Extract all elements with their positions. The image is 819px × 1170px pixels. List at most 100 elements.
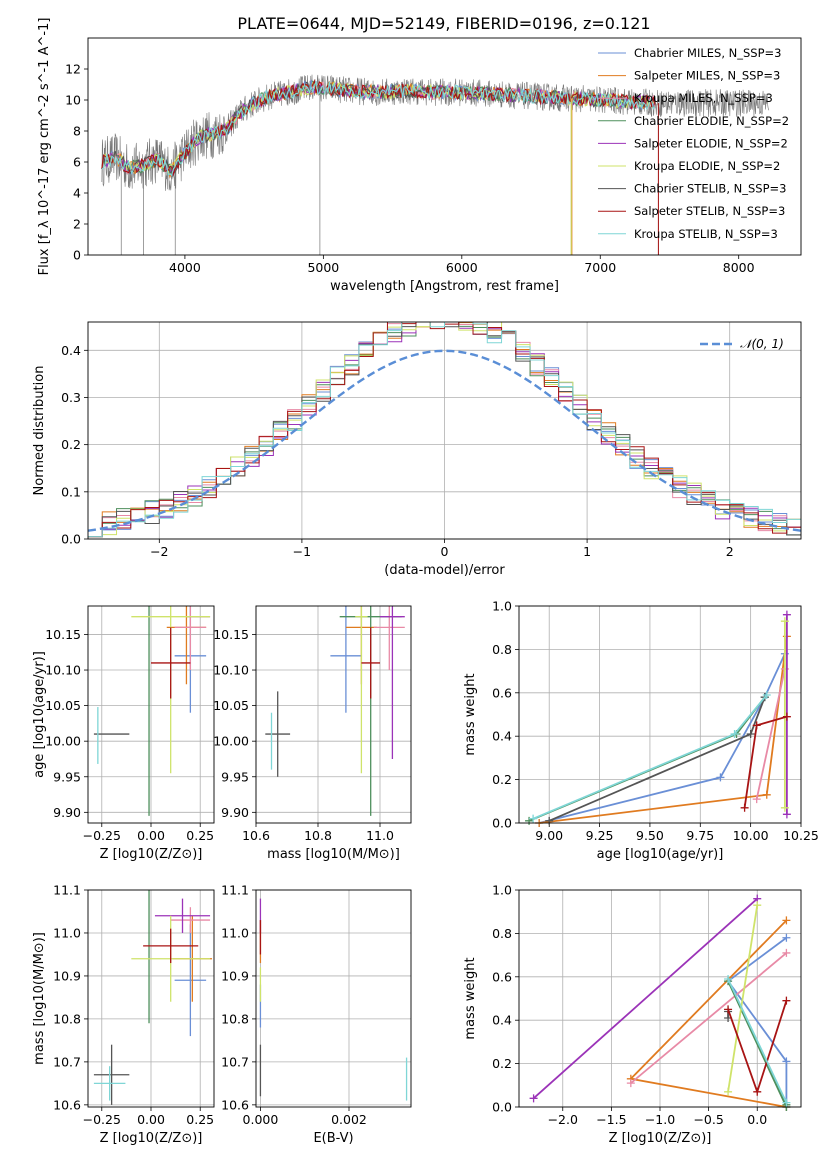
x-axis-label: Z [log10(Z/Z⊙)]	[609, 1131, 712, 1146]
axes-frame	[255, 889, 412, 1108]
weight-marker	[780, 617, 789, 626]
weight-marker	[740, 803, 749, 812]
y-tick-label: 9.95	[221, 769, 249, 784]
y-tick-label: 0.2	[492, 1056, 512, 1071]
y-tick-label: 10.8	[221, 1011, 249, 1026]
y-tick-label: 10.05	[45, 698, 81, 713]
weight-marker	[753, 901, 762, 910]
x-axis-label: Z [log10(Z/Z⊙)]	[100, 847, 203, 862]
weight-marker	[782, 933, 791, 942]
y-tick-label: 9.90	[53, 805, 81, 820]
legend-label: Chabrier MILES, N_SSP=3	[634, 46, 781, 60]
x-tick-label: 0.00	[137, 828, 165, 843]
y-tick-label: 10.10	[45, 663, 81, 678]
weight-marker	[780, 803, 789, 812]
weight-marker	[730, 730, 739, 739]
legend-label: Kroupa STELIB, N_SSP=3	[634, 227, 778, 241]
normal-curve	[88, 349, 801, 532]
y-axis-label: Flux [f_λ 10^-17 erg cm^-2 s^-1 A^-1]	[37, 18, 52, 276]
panel-spectrum: 4000 5000 6000 7000 8000 0 2 4 6 8 10 12 wavelength …	[37, 18, 802, 294]
weight-marker	[525, 816, 534, 825]
y-tick-label: 0.6	[492, 969, 512, 984]
weight-marker	[724, 1005, 733, 1014]
y-axis-label: mass [log10(M/M⊙)]	[32, 932, 47, 1065]
weight-marker	[782, 916, 791, 925]
y-tick-label: 10.15	[213, 627, 249, 642]
figure-title: PLATE=0644, MJD=52149, FIBERID=0196, z=0…	[237, 14, 650, 33]
weight-line	[755, 668, 786, 800]
x-tick-label: 0	[441, 544, 449, 559]
model-line	[101, 80, 656, 177]
y-tick-label: 0.3	[61, 390, 81, 405]
y-tick-label: 10.6	[53, 1097, 81, 1112]
weight-marker	[746, 730, 755, 739]
x-tick-label: −1.0	[645, 1112, 675, 1127]
panel-residuals: −2 −1 0 1 2 0.0 0.1 0.2 0.3 0.4 (data-model)/error…	[32, 321, 802, 578]
y-tick-label: 10.9	[221, 968, 249, 983]
legend-label: Chabrier STELIB, N_SSP=3	[634, 182, 786, 196]
x-tick-label: 5000	[307, 260, 339, 275]
x-tick-label: 0.002	[331, 1112, 367, 1127]
weight-line	[528, 696, 766, 822]
x-tick-label: 10.8	[304, 828, 332, 843]
legend-label: Kroupa ELODIE, N_SSP=2	[634, 159, 780, 173]
y-tick-label: 0.8	[492, 642, 512, 657]
weight-line	[539, 636, 788, 824]
panel-weight-vs-z: −2.0 −1.5 −1.0 −0.5 0.0 0.0 0.2 0.4 0.6 0.8 1.0 Z […	[463, 883, 802, 1146]
weight-marker	[782, 610, 791, 619]
weight-marker	[762, 790, 771, 799]
y-tick-label: 0.4	[492, 729, 512, 744]
x-tick-label: 7000	[584, 260, 616, 275]
y-tick-label: 4	[73, 186, 81, 201]
x-tick-label: 10.25	[783, 828, 819, 843]
x-tick-label: 9.25	[586, 828, 614, 843]
x-axis-label: Z [log10(Z/Z⊙)]	[100, 1131, 203, 1146]
x-tick-label: 0.00	[137, 1112, 165, 1127]
weight-marker	[782, 948, 791, 957]
x-tick-label: 10.6	[242, 828, 270, 843]
weight-marker	[716, 773, 725, 782]
y-axis-label: age [log10(age/yr)]	[32, 651, 47, 778]
x-tick-label: −2.0	[548, 1112, 578, 1127]
x-tick-label: −1.5	[596, 1112, 626, 1127]
panel-mass-vs-z: −0.25 0.00 0.25 10.6 10.7 10.8 10.9 11.0 11.1 Z […	[32, 883, 215, 1146]
y-tick-label: 11.0	[53, 925, 81, 940]
x-tick-label: 2	[726, 544, 734, 559]
x-tick-label: 9.00	[535, 828, 563, 843]
panel-age-vs-z: −0.25 0.00 0.25 9.90 9.95 10.00 10.05 10.10 10.1…	[32, 605, 215, 862]
y-tick-label: 10.9	[53, 968, 81, 983]
x-tick-label: 0.25	[186, 1112, 214, 1127]
x-tick-label: 0.0	[747, 1112, 767, 1127]
y-tick-label: 10.10	[213, 663, 249, 678]
y-tick-label: 0.1	[61, 484, 81, 499]
histogram-step	[88, 322, 801, 539]
legend-label: Salpeter STELIB, N_SSP=3	[634, 204, 785, 218]
x-tick-label: 6000	[446, 260, 478, 275]
y-tick-label: 0.0	[492, 816, 512, 831]
axes-frame	[87, 37, 802, 256]
y-tick-label: 12	[65, 62, 81, 77]
weight-marker	[752, 795, 761, 804]
y-tick-label: 10.00	[45, 734, 81, 749]
x-axis-label: mass [log10(M/M⊙)]	[267, 847, 400, 862]
weight-marker	[782, 1098, 791, 1107]
weight-marker	[529, 814, 538, 823]
y-tick-label: 10	[65, 93, 81, 108]
y-tick-label: 0	[73, 248, 81, 263]
y-tick-label: 0.2	[61, 437, 81, 452]
y-tick-label: 10.15	[45, 627, 81, 642]
weight-marker	[529, 1094, 538, 1103]
x-axis-label: age [log10(age/yr)]	[597, 847, 724, 862]
y-tick-label: 11.0	[221, 925, 249, 940]
weight-marker	[752, 721, 761, 730]
x-tick-label: −0.25	[83, 1112, 121, 1127]
y-tick-label: 10.00	[213, 734, 249, 749]
x-tick-label: −1	[293, 544, 311, 559]
y-tick-label: 11.1	[221, 883, 249, 898]
weight-marker	[782, 996, 791, 1005]
legend-label: Chabrier ELODIE, N_SSP=2	[634, 114, 789, 128]
x-axis-label: E(B-V)	[313, 1131, 353, 1146]
y-tick-label: 0.0	[61, 532, 81, 547]
y-tick-label: 2	[73, 217, 81, 232]
